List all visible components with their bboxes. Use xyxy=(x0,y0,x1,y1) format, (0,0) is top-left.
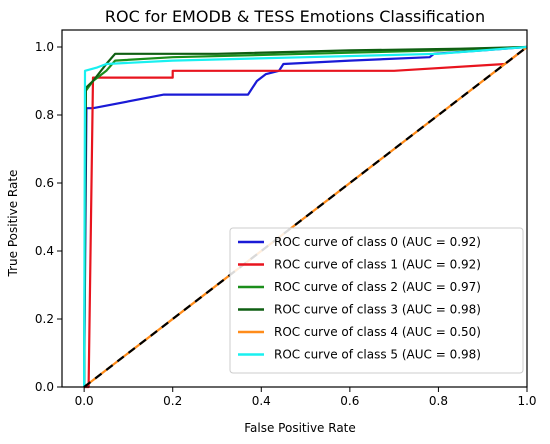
roc-curve-class-5 xyxy=(83,45,528,388)
x-tick-label: 0.4 xyxy=(252,394,271,408)
x-tick-label: 1.0 xyxy=(517,394,536,408)
x-axis-label: False Positive Rate xyxy=(244,421,356,435)
legend-box xyxy=(229,227,524,374)
y-axis-label: True Positive Rate xyxy=(6,170,20,278)
y-tick-label: 0.2 xyxy=(35,312,54,326)
chart-title: ROC for EMODB & TESS Emotions Classifica… xyxy=(105,7,485,26)
y-tick-label: 0.4 xyxy=(35,244,54,258)
x-tick-label: 0.2 xyxy=(163,394,182,408)
x-tick-label: 0.6 xyxy=(340,394,359,408)
roc-curve-class-3 xyxy=(83,45,528,388)
y-tick-label: 0.6 xyxy=(35,176,54,190)
y-axis-ticks: 0.0 0.2 0.4 0.6 0.8 1.0 xyxy=(35,40,62,394)
chance-reference-line xyxy=(83,46,528,388)
legend-label-class-4: ROC curve of class 4 (AUC = 0.50) xyxy=(274,325,481,339)
y-tick-label: 1.0 xyxy=(35,40,54,54)
x-axis-ticks: 0.0 0.2 0.4 0.6 0.8 1.0 xyxy=(75,387,537,408)
legend-label-class-0: ROC curve of class 0 (AUC = 0.92) xyxy=(274,235,481,249)
legend-label-class-1: ROC curve of class 1 (AUC = 0.92) xyxy=(274,258,481,272)
curves xyxy=(83,45,528,389)
y-tick-label: 0.8 xyxy=(35,108,54,122)
plot-area: 0.0 0.2 0.4 0.6 0.8 1.0 0.0 0.2 0.4 0.6 0.8 1.0 xyxy=(35,29,537,408)
x-tick-label: 0.0 xyxy=(75,394,94,408)
roc-curve-class-2 xyxy=(83,45,528,388)
legend-label-class-2: ROC curve of class 2 (AUC = 0.97) xyxy=(274,280,481,294)
roc-curve-class-1 xyxy=(84,46,528,389)
plot-frame xyxy=(61,29,528,388)
legend-label-class-3: ROC curve of class 3 (AUC = 0.98) xyxy=(274,303,481,317)
y-tick-label: 0.0 xyxy=(35,380,54,394)
legend: ROC curve of class 0 (AUC = 0.92) ROC cur… xyxy=(229,227,524,374)
legend-label-class-5: ROC curve of class 5 (AUC = 0.98) xyxy=(274,348,481,362)
x-tick-label: 0.8 xyxy=(429,394,448,408)
